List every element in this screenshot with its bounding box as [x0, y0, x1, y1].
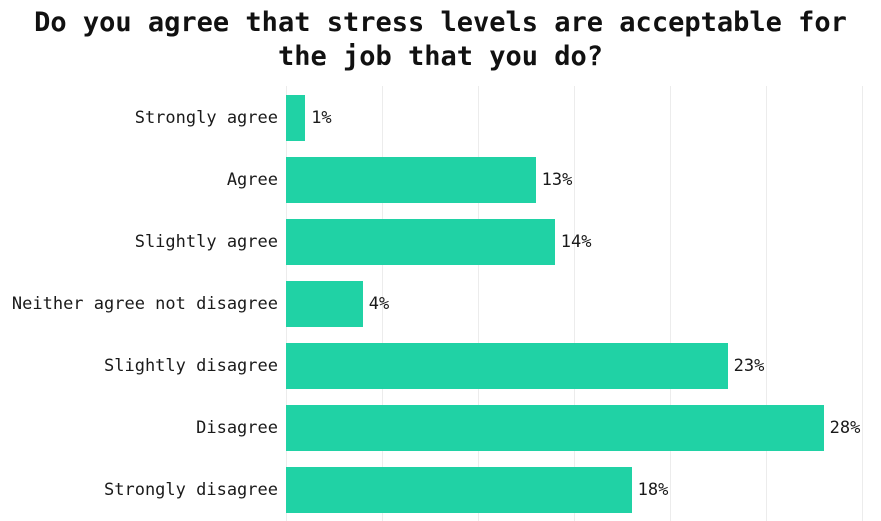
chart-row: Neither agree not disagree 4% — [0, 273, 881, 335]
bar — [286, 281, 363, 327]
chart-row: Slightly agree 14% — [0, 211, 881, 273]
chart-title-line2: the job that you do? — [277, 41, 604, 72]
category-label: Slightly disagree — [104, 356, 278, 376]
x-gridline — [574, 86, 575, 521]
plot-area: Strongly agree 1% Agree 13% Slightly agree 14… — [0, 86, 881, 521]
chart-row: Strongly agree 1% — [0, 87, 881, 149]
chart-row: Strongly disagree 18% — [0, 459, 881, 521]
chart-title: Do you agree that stress levels are acce… — [0, 6, 881, 74]
x-gridline — [382, 86, 383, 521]
chart-row: Slightly disagree 23% — [0, 335, 881, 397]
x-gridline — [766, 86, 767, 521]
bar — [286, 157, 536, 203]
bar — [286, 343, 728, 389]
bar — [286, 467, 632, 513]
value-label: 13% — [541, 170, 573, 190]
value-label: 23% — [733, 356, 765, 376]
x-gridline — [478, 86, 479, 521]
category-label: Strongly agree — [134, 108, 278, 128]
category-label: Strongly disagree — [104, 480, 278, 500]
chart-row: Disagree 28% — [0, 397, 881, 459]
bar — [286, 219, 555, 265]
bar — [286, 405, 824, 451]
value-label: 4% — [368, 294, 390, 314]
category-label: Agree — [226, 170, 278, 190]
bar — [286, 95, 306, 141]
x-gridline — [670, 86, 671, 521]
value-label: 1% — [311, 108, 332, 128]
chart-row: Agree 13% — [0, 149, 881, 211]
value-label: 14% — [560, 232, 592, 252]
value-label: 28% — [829, 418, 861, 438]
x-gridline — [862, 86, 863, 521]
value-label: 18% — [637, 480, 669, 500]
category-label: Neither agree not disagree — [11, 294, 278, 314]
category-label: Slightly agree — [134, 232, 278, 252]
category-label: Disagree — [196, 418, 278, 438]
chart-title-line1: Do you agree that stress levels are acce… — [34, 7, 847, 38]
